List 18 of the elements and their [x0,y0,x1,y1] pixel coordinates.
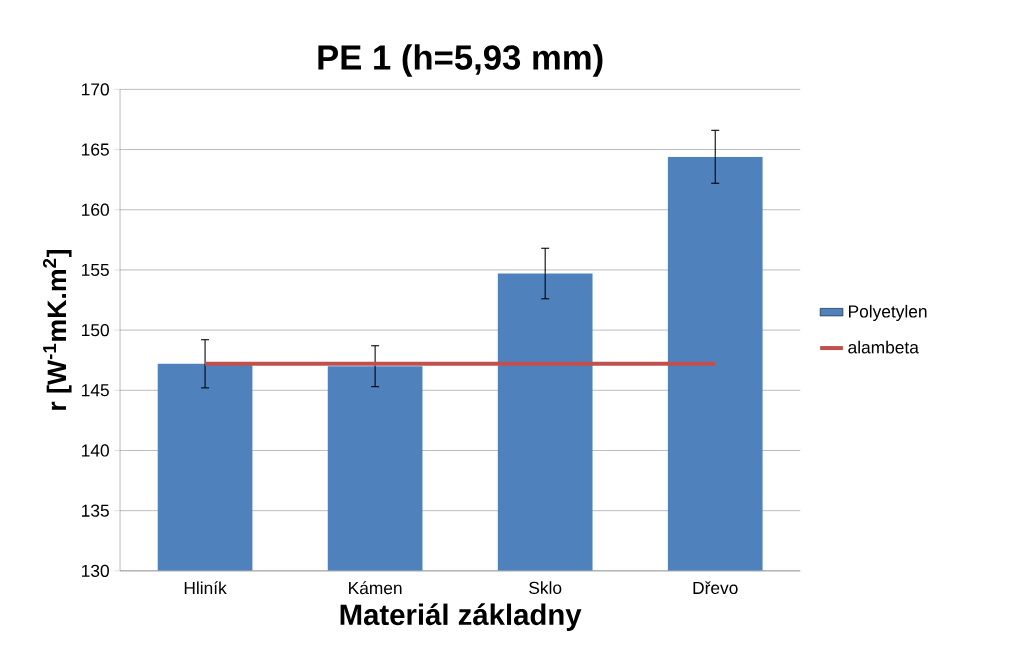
legend-label: alambeta [848,340,919,354]
y-tick-label: 140 [82,444,109,457]
y-tick-label: 170 [82,83,109,96]
y-tick-label: 150 [82,323,109,337]
x-tick-label: Kámen [349,581,402,595]
x-tick-label: Hliník [184,581,227,594]
y-tick-label: 165 [82,143,109,156]
x-axis-title: Materiál základny [340,603,582,631]
legend-label: Polyetylen [849,304,927,321]
chart-title: PE 1 (h=5,93 mm) [318,44,603,77]
y-tick-label: 160 [82,203,109,216]
y-tick-label: 155 [82,263,109,276]
y-axis-title: r [W$^{-1}$mK.m$^{2}$] [42,249,72,410]
y-tick-label: 145 [82,384,109,397]
x-tick-label: Dřevo [693,581,738,594]
y-tick-label: 130 [82,564,109,577]
y-tick-label: 135 [82,504,109,517]
x-tick-label: Sklo [529,581,562,594]
